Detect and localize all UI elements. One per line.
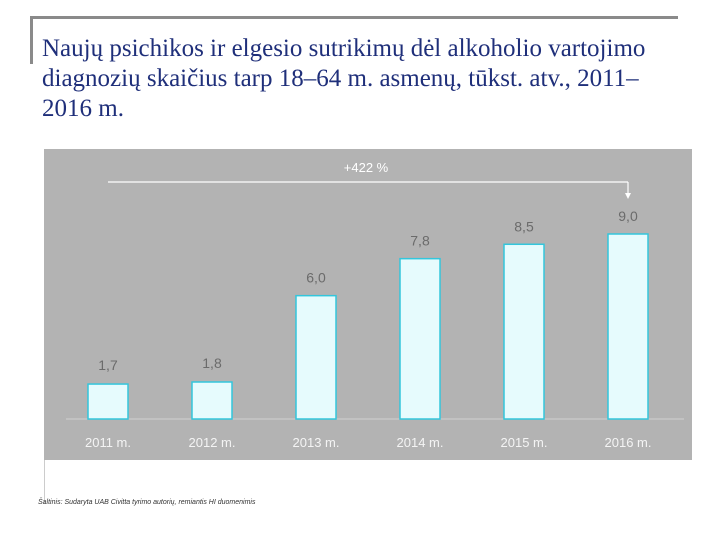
bar-2015 <box>503 243 545 420</box>
bar-2011 <box>87 383 129 420</box>
chart-background <box>44 149 692 460</box>
data-label: 6,0 <box>306 270 326 286</box>
frame-top-border <box>30 16 678 19</box>
bar-2012 <box>191 381 233 420</box>
data-label: 1,8 <box>202 355 222 371</box>
source-note: Šaltinis: Sudaryta UAB Civitta tyrimo au… <box>38 499 256 506</box>
data-label: 1,7 <box>98 357 118 373</box>
frame-left-border <box>30 16 33 64</box>
footer-divider <box>44 460 45 504</box>
data-label: 7,8 <box>410 233 430 249</box>
data-label: 8,5 <box>514 218 534 234</box>
x-tick-label: 2014 m. <box>397 435 444 450</box>
x-tick-label: 2011 m. <box>85 435 131 450</box>
x-tick-label: 2015 m. <box>501 435 548 450</box>
chart-svg: 1,7 2011 m. 1,8 2012 m. 6,0 2013 m. 7,8 2014 m.… <box>44 149 692 460</box>
data-label: 9,0 <box>618 208 638 224</box>
growth-annotation: +422 % <box>344 160 389 175</box>
x-tick-label: 2016 m. <box>605 435 652 450</box>
growth-arrow-head <box>625 193 631 199</box>
page-title: Naujų psichikos ir elgesio sutrikimų dėl… <box>42 35 646 122</box>
bar-chart: 1,7 2011 m. 1,8 2012 m. 6,0 2013 m. 7,8 2014 m.… <box>44 149 692 460</box>
x-tick-label: 2013 m. <box>293 435 340 450</box>
bar-2016 <box>607 233 649 420</box>
bar-2013 <box>295 294 337 420</box>
x-tick-label: 2012 m. <box>189 435 236 450</box>
bar-2014 <box>399 257 441 420</box>
